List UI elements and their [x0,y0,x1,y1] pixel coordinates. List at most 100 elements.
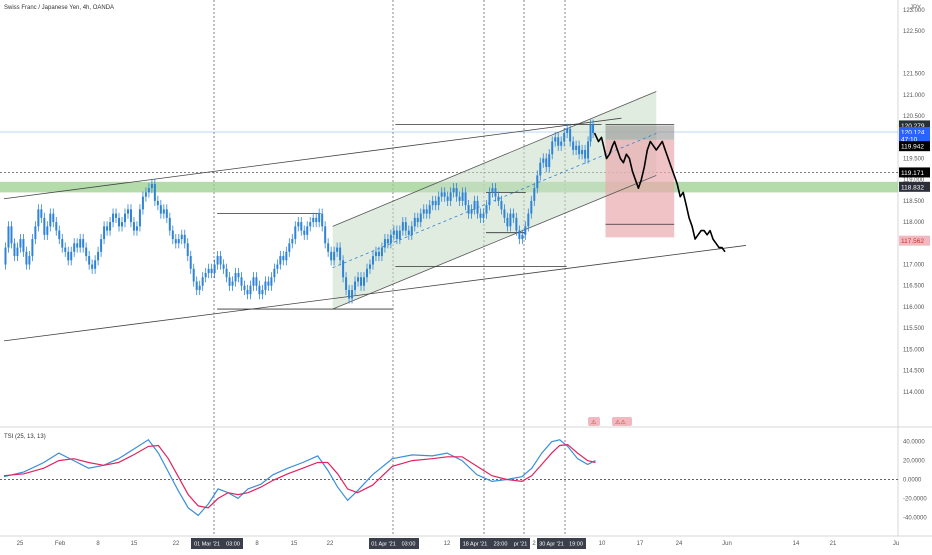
candle-body [360,277,363,286]
candle-body [324,226,327,244]
candle-body [428,205,431,214]
candle-body [536,175,539,189]
candle-body [67,251,70,261]
time-tick-label: 15 [291,541,298,547]
candle-body [135,226,138,231]
candle-body [333,251,336,261]
price-tick-label: 114.500 [903,369,925,375]
candle-body [515,217,518,231]
candle-body [503,209,506,218]
price-label-text: 117.562 [901,238,924,245]
candle-body [404,222,407,231]
time-tick-label: 17 [637,541,644,547]
candle-body [407,230,410,235]
price-tick-label: 122.500 [903,29,925,35]
candle-body [82,239,85,248]
candle-body [527,213,530,227]
tsi-tick-label: 40.0000 [903,440,925,446]
price-label-text: 120.279 [901,123,925,130]
time-tick-label: 8 [255,541,259,547]
candle-body [16,247,19,257]
candle-body [497,196,500,201]
price-label-tag [899,133,930,144]
candle-body [192,268,195,282]
time-highlight-box [191,538,223,549]
candle-body [100,239,103,252]
candle-body [43,217,46,235]
time-tick-label: 2 [532,541,536,547]
price-label-text: 119.171 [901,170,924,177]
candle-body [575,145,578,150]
time-tick-label: Jun [722,541,732,547]
alert-badge[interactable] [612,417,632,426]
candle-body [449,192,452,201]
alert-badges[interactable]: ⚠ ⚠⚠ [588,417,632,426]
upper-trend-line [3,117,622,200]
candle-body [132,222,135,231]
candle-body [374,251,377,257]
candle-body [548,154,551,167]
candle-body [354,281,357,290]
candle-body [464,192,467,206]
alert-icon: ⚠⚠ [615,419,626,426]
time-highlight-label: 03:00 [226,542,240,548]
candle-body [156,200,159,206]
tsi-tick-label: -40.0000 [903,515,927,521]
tsi-label: TSI (25, 13, 13) [4,434,46,440]
candle-body [213,264,216,274]
candle-body [34,226,37,240]
candle-body [165,209,168,218]
candle-body [147,188,150,193]
price-label-tag [899,167,930,178]
time-highlight-label: 01 Apr '21 [371,542,396,548]
candle-body [560,141,563,146]
candle-body [443,192,446,197]
candle-body [452,188,455,193]
candle-body [103,226,106,240]
candle-body [389,234,392,244]
candle-body [413,217,416,227]
candle-body [162,209,165,214]
time-highlight-box [369,538,398,549]
candle-body [351,289,354,299]
tsi-tick-label: 0.0000 [903,478,922,484]
candle-body [530,200,533,214]
candle-body [52,213,55,223]
candle-body [398,230,401,240]
candle-body [240,277,243,286]
price-tick-label: 115.000 [903,347,925,353]
candle-body [115,213,118,218]
vertical-guides [0,0,932,537]
alert-badge[interactable] [588,417,600,426]
channel-bottom-line [332,175,657,310]
projection-line [593,132,726,253]
candle-body [395,230,398,240]
price-tick-label: 116.500 [903,284,925,290]
candle-body [106,226,109,231]
time-highlight-box [460,538,490,549]
time-highlight-label: 19:00 [569,542,583,548]
time-tick-label: 22 [173,541,180,547]
candle-body [49,213,52,227]
candle-body [279,256,282,265]
candle-body [589,124,592,142]
candle-body [7,226,10,248]
candle-body [488,192,491,206]
candle-body [255,277,258,286]
candle-body [19,239,22,248]
candle-body [321,213,324,227]
candle-body [392,230,395,235]
candle-body [210,268,213,274]
candle-body [363,277,366,286]
candle-body [94,260,97,269]
candle-body [112,213,115,223]
candle-body [141,196,144,210]
price-tick-label: 118.500 [903,199,925,205]
time-tick-label: 22 [327,541,334,547]
price-label-tag [899,141,930,152]
candle-body [315,217,318,223]
time-tick-label: 15 [131,541,138,547]
candle-body [318,213,321,223]
